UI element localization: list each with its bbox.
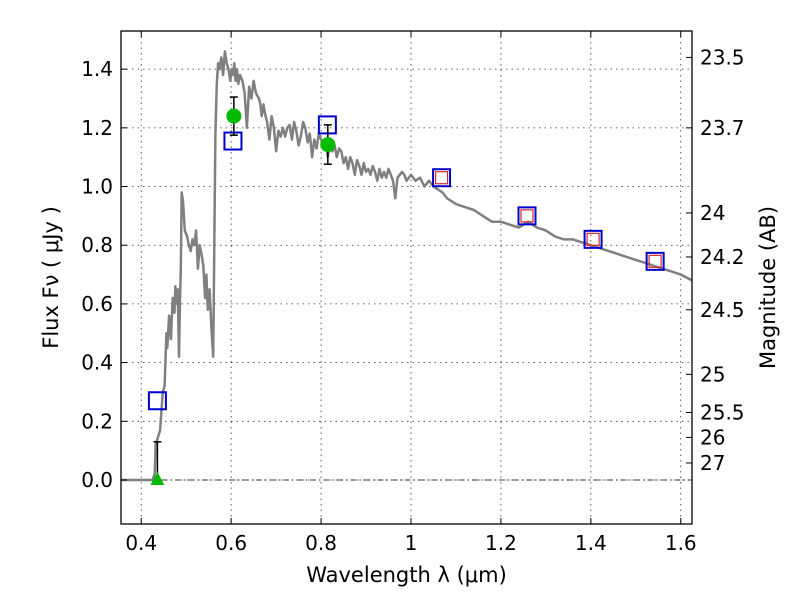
y-tick-label: 0.8 [81, 233, 113, 257]
model-photometry-square [583, 229, 603, 249]
magnitude-tick-label: 26 [700, 425, 725, 449]
magnitude-tick-label: 24.2 [700, 245, 745, 269]
magnitude-tick-label: 24.5 [700, 298, 745, 322]
y-tick-label: 1.0 [81, 175, 113, 199]
y-tick-label: 1.4 [81, 57, 113, 81]
y-tick-label: 0.4 [81, 351, 113, 375]
y-tick-label: 0.0 [81, 468, 113, 492]
y-tick-label: 0.2 [81, 409, 113, 433]
x-tick-label: 1.4 [575, 531, 607, 555]
magnitude-tick-label: 23.7 [700, 116, 745, 140]
observed-photometry-square [520, 209, 534, 223]
magnitude-tick-label: 25.5 [700, 400, 745, 424]
model-spectrum-line [121, 50, 693, 482]
plot-frame [120, 30, 693, 525]
observed-upper-limit-triangle [150, 471, 165, 485]
axis-ticks: 0.4 0.6 0.8 1 1.2 1.4 1.6 0.0 0.2 0.4 0.6 0.8 1.0 1.2… [81, 31, 745, 555]
observed-photometry-square [586, 232, 600, 246]
x-tick-label: 1.2 [485, 531, 517, 555]
data-markers [147, 96, 665, 485]
model-photometry-square [147, 391, 167, 411]
model-photometry-square [223, 131, 243, 151]
model-photometry-square [517, 206, 537, 226]
observed-photometry-square [434, 171, 449, 185]
x-tick-label: 1.6 [665, 531, 697, 555]
x-tick-label: 0.8 [305, 531, 337, 555]
y-axis-label: Flux Fν ( μJy ) [39, 206, 63, 349]
magnitude-tick-label: 27 [700, 451, 725, 475]
model-photometry-square [645, 251, 665, 271]
magnitude-tick-label: 25 [700, 362, 725, 386]
magnitude-tick-label: 24 [700, 201, 725, 225]
y-tick-label: 1.2 [81, 116, 113, 140]
x-tick-label: 0.6 [215, 531, 247, 555]
x-axis-label: Wavelength λ (μm) [306, 563, 507, 587]
secondary-y-axis-label: Magnitude (AB) [756, 206, 780, 369]
x-tick-label: 1 [405, 531, 418, 555]
x-tick-label: 0.4 [125, 531, 157, 555]
model-photometry-square [432, 168, 452, 188]
y-tick-label: 0.6 [81, 292, 113, 316]
magnitude-tick-label: 23.5 [700, 45, 745, 69]
observed-detection-point [320, 137, 336, 153]
observed-detection-point [226, 108, 242, 124]
observed-photometry-square [648, 254, 662, 268]
